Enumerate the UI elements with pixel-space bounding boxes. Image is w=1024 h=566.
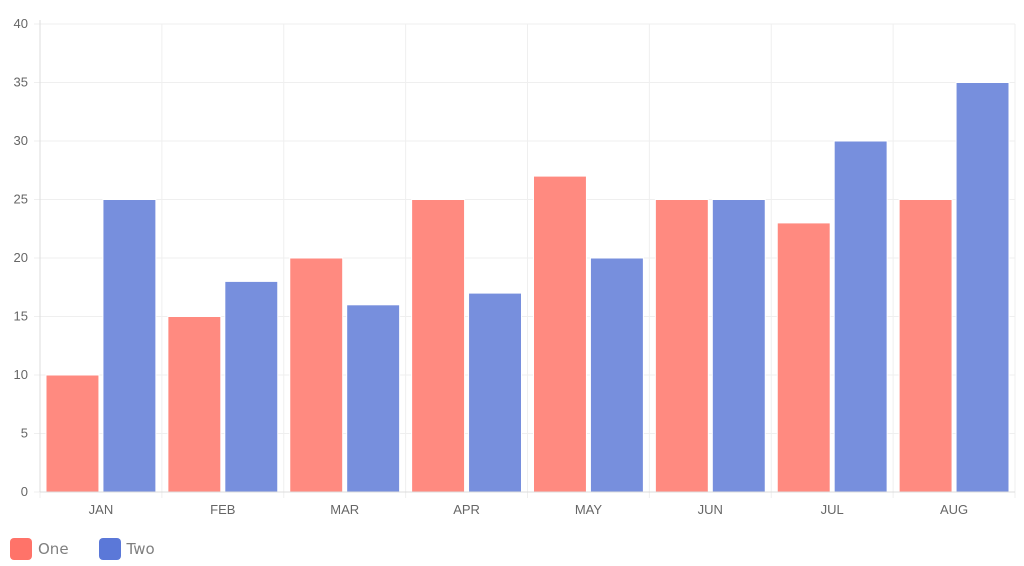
bar-two-apr [468, 292, 522, 493]
legend-swatch-one [10, 538, 32, 560]
bar-two-jul [833, 140, 888, 493]
y-tick-label: 25 [14, 192, 28, 207]
y-tick-label: 20 [14, 250, 28, 265]
x-tick-label: MAY [575, 502, 603, 517]
grid-lines [34, 23, 1016, 498]
bar-one-jan [45, 374, 100, 493]
axes [39, 20, 1015, 493]
x-tick-label: APR [453, 502, 480, 517]
bar-two-aug [955, 82, 1010, 493]
legend-label-two: Two [126, 540, 155, 558]
bars [45, 82, 1010, 493]
bar-one-apr [411, 199, 466, 493]
x-tick-label: JUL [821, 502, 844, 517]
y-tick-label: 40 [14, 16, 28, 31]
legend: One Two [10, 537, 155, 561]
x-tick-label: FEB [210, 502, 235, 517]
x-tick-label: MAR [330, 502, 359, 517]
bar-one-may [533, 175, 587, 493]
y-tick-label: 30 [14, 133, 28, 148]
legend-swatch-two [98, 538, 121, 560]
legend-item-one[interactable]: One [10, 538, 69, 560]
bar-two-mar [346, 304, 401, 493]
y-tick-label: 35 [14, 75, 28, 90]
bar-one-aug [898, 199, 953, 493]
legend-label-one: One [38, 540, 69, 558]
y-tick-label: 5 [21, 426, 28, 441]
y-tick-label: 10 [14, 367, 28, 382]
y-tick-label: 0 [21, 484, 28, 499]
bar-one-jun [654, 199, 709, 493]
bar-two-jan [102, 199, 157, 493]
bar-one-feb [167, 316, 222, 493]
y-tick-label: 15 [14, 309, 28, 324]
x-tick-label: AUG [940, 502, 968, 517]
bar-one-mar [289, 257, 344, 493]
bar-two-may [589, 257, 644, 493]
bar-one-jul [776, 222, 831, 493]
bar-two-jun [711, 199, 766, 493]
tick-labels: 0 5 10 15 20 25 30 35 40 JAN FEB MAR APR MAY JUN JUL AUG [14, 16, 969, 517]
x-tick-label: JUN [698, 502, 723, 517]
x-tick-label: JAN [89, 502, 114, 517]
legend-item-two[interactable]: Two [98, 538, 155, 560]
bar-two-feb [224, 280, 279, 493]
